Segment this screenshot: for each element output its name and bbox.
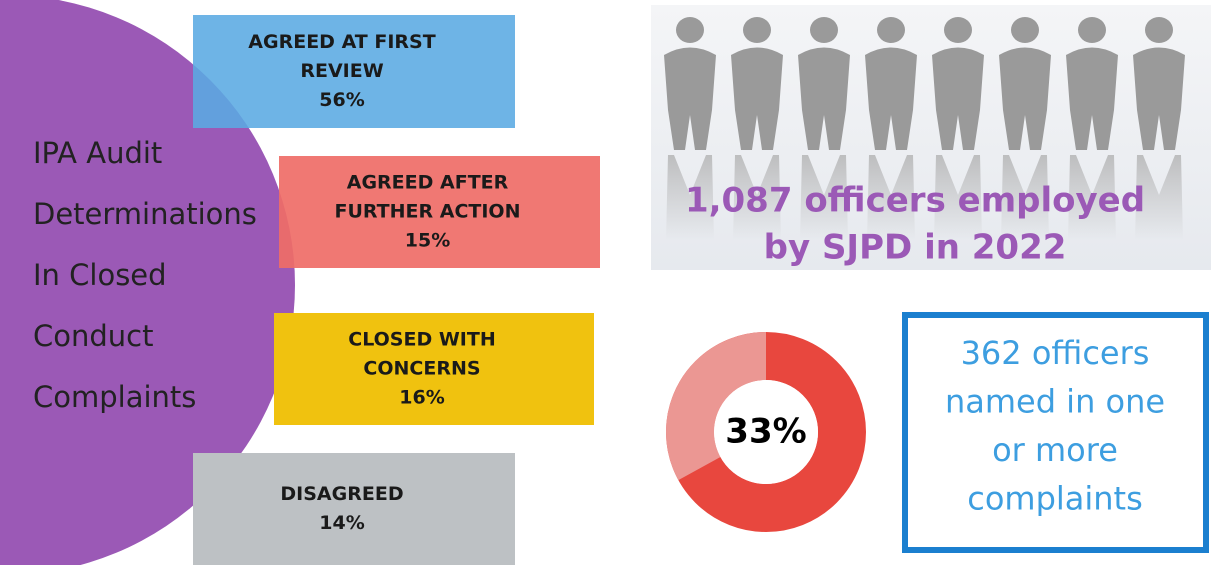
box-label-line: DISAGREED [280,483,403,505]
silhouette-head [1011,17,1039,43]
silhouette-head [1145,17,1173,43]
box-percent: 15% [405,230,450,252]
box-label-line: AGREED AFTER [347,172,509,194]
silhouette-head [743,17,771,43]
left-title-line: Conduct [33,319,153,353]
silhouette-head [810,17,838,43]
determination-box [193,453,515,565]
page: { "left_panel": { "title_lines": ["IPA A… [0,0,1211,565]
silhouette-head [877,17,905,43]
complaints-line: 362 officers [961,334,1150,372]
box-label-line: REVIEW [300,60,383,82]
box-percent: 56% [319,89,364,111]
silhouette-head [944,17,972,43]
left-title-line: Complaints [33,380,196,414]
complaints-line: complaints [967,480,1143,518]
box-label-line: FURTHER ACTION [334,201,520,223]
complaints-line: named in one [945,383,1165,421]
left-title-line: IPA Audit [33,136,162,170]
banner-line: 1,087 officers employed [685,181,1145,221]
donut-chart: 33% [666,332,842,508]
silhouette-head [1078,17,1106,43]
box-percent: 14% [319,512,364,534]
donut-label: 33% [725,412,806,452]
left-title-line: In Closed [33,258,167,292]
banner-line: by SJPD in 2022 [764,228,1067,268]
infographic: IPA Audit Determinations In Closed Conduct C… [0,0,1211,565]
box-label-line: AGREED AT FIRST [248,31,435,53]
box-percent: 16% [399,387,444,409]
box-label-line: CONCERNS [363,358,480,380]
left-title-line: Determinations [33,197,257,231]
box-label-line: CLOSED WITH [348,329,495,351]
silhouette-head [676,17,704,43]
complaints-line: or more [992,431,1118,469]
